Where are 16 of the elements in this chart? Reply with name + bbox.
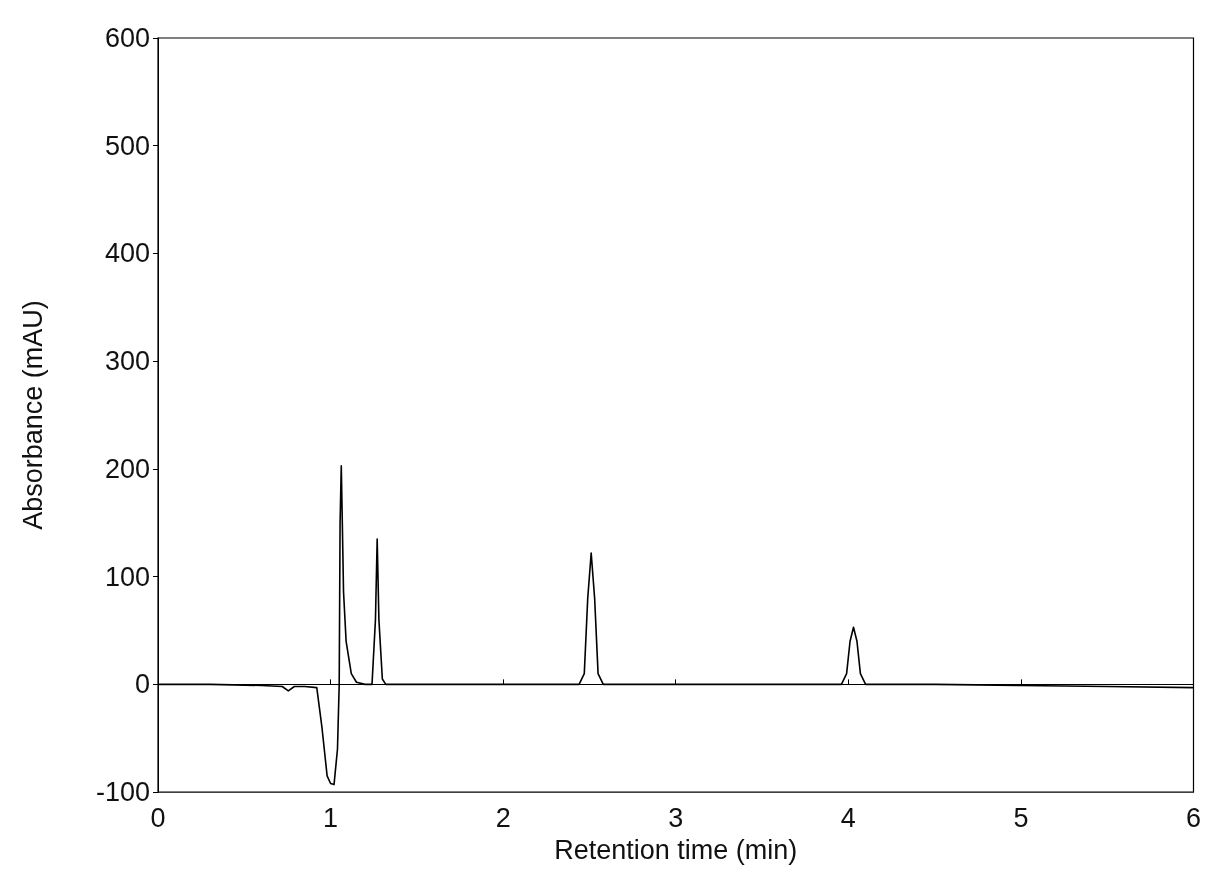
y-axis-title: Absorbance (mAU) bbox=[17, 300, 48, 530]
x-tick-label: 5 bbox=[1013, 802, 1029, 833]
x-tick-label: 6 bbox=[1185, 802, 1202, 833]
x-tick-label: 2 bbox=[495, 802, 511, 833]
y-tick-label: 500 bbox=[104, 130, 150, 161]
y-tick-label: -100 bbox=[95, 777, 150, 808]
x-tick-label: 4 bbox=[840, 802, 856, 833]
x-tick-label: 1 bbox=[323, 802, 339, 833]
y-tick-label: 600 bbox=[104, 23, 150, 53]
y-tick-label: 300 bbox=[104, 346, 150, 377]
y-tick-label: 400 bbox=[104, 238, 150, 269]
x-axis-title: Retention time (min) bbox=[554, 834, 798, 865]
y-tick-label: 100 bbox=[104, 561, 150, 592]
x-tick-label: 3 bbox=[668, 802, 684, 833]
y-tick-label: 200 bbox=[104, 453, 150, 484]
y-tick-label: 0 bbox=[134, 669, 150, 700]
